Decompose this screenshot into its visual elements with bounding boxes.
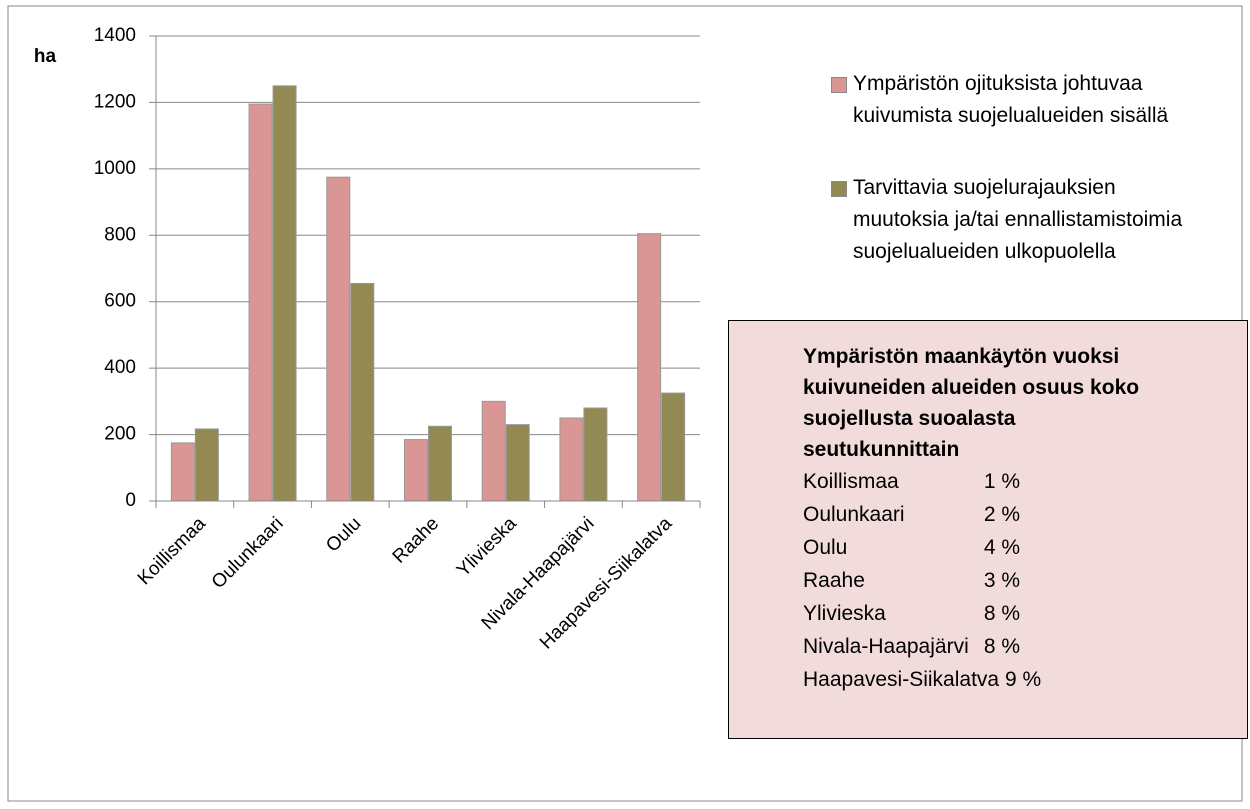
region-name: Ylivieska bbox=[803, 602, 886, 625]
y-tick-label: 400 bbox=[104, 357, 136, 378]
region-share: 4 % bbox=[983, 536, 1021, 559]
region-name: Nivala-Haapajärvi bbox=[803, 635, 969, 658]
annotation-row: Raahe 3 % bbox=[803, 564, 1247, 597]
annotation-rows: Koillismaa 1 % Oulunkaari 2 % Oulu 4 % Raah… bbox=[803, 465, 1247, 696]
region-name: Oulu bbox=[803, 536, 848, 559]
x-tick-label: Oulu bbox=[322, 513, 365, 556]
bar bbox=[505, 424, 530, 502]
bar bbox=[428, 425, 452, 502]
bar bbox=[404, 439, 428, 502]
bar bbox=[170, 442, 195, 502]
x-tick-label: Raahe bbox=[389, 513, 443, 567]
region-share: 9 % bbox=[1004, 668, 1042, 691]
y-tick-label: 1400 bbox=[94, 25, 136, 46]
region-name: Oulunkaari bbox=[803, 503, 905, 526]
bar bbox=[194, 428, 219, 502]
annotation-row: Koillismaa 1 % bbox=[803, 465, 1247, 498]
y-axis-label: ha bbox=[34, 46, 57, 67]
legend-entry: Ympäristön ojituksista johtuvaa kuivumis… bbox=[853, 72, 1169, 127]
bar bbox=[637, 233, 662, 502]
y-tick-label: 200 bbox=[104, 424, 136, 445]
bar bbox=[272, 85, 297, 502]
bar bbox=[481, 400, 506, 502]
region-name: Haapavesi-Siikalatva bbox=[803, 668, 1000, 691]
y-tick-label: 1200 bbox=[94, 91, 136, 112]
annotation-row: Haapavesi-Siikalatva 9 % bbox=[803, 663, 1247, 696]
x-tick-label: Oulunkaari bbox=[208, 513, 288, 593]
x-tick-label: Ylivieska bbox=[453, 513, 521, 581]
legend-swatch bbox=[831, 77, 847, 93]
annotation-row: Oulu 4 % bbox=[803, 531, 1247, 564]
bar bbox=[326, 176, 351, 502]
region-share: 8 % bbox=[983, 635, 1021, 658]
legend-entry: Tarvittavia suojelurajauksien muutoksia … bbox=[853, 176, 1183, 263]
region-name: Raahe bbox=[803, 569, 865, 592]
annotation-row: Oulunkaari 2 % bbox=[803, 498, 1247, 531]
bar bbox=[350, 282, 375, 502]
region-share: 8 % bbox=[983, 602, 1021, 625]
y-tick-label: 0 bbox=[125, 490, 136, 511]
annotation-box: Ympäristön maankäytön vuoksi kuivuneiden… bbox=[728, 320, 1248, 739]
y-tick-label: 600 bbox=[104, 291, 136, 312]
bar bbox=[559, 417, 584, 502]
region-name: Koillismaa bbox=[803, 470, 899, 493]
region-share: 2 % bbox=[983, 503, 1021, 526]
legend-swatch bbox=[831, 181, 847, 197]
annotation-row: Ylivieska 8 % bbox=[803, 597, 1247, 630]
bar bbox=[661, 392, 686, 502]
x-tick-label: Haapavesi-Siikalatva bbox=[536, 513, 677, 654]
y-tick-label: 1000 bbox=[94, 158, 136, 179]
region-share: 3 % bbox=[983, 569, 1021, 592]
region-share: 1 % bbox=[983, 470, 1021, 493]
x-tick-label: Koillismaa bbox=[134, 513, 210, 589]
annotation-row: Nivala-Haapajärvi 8 % bbox=[803, 630, 1247, 663]
bar bbox=[248, 103, 273, 502]
annotation-title: Ympäristön maankäytön vuoksi kuivuneiden… bbox=[803, 345, 1140, 461]
bar bbox=[583, 407, 608, 502]
y-tick-label: 800 bbox=[104, 224, 136, 245]
